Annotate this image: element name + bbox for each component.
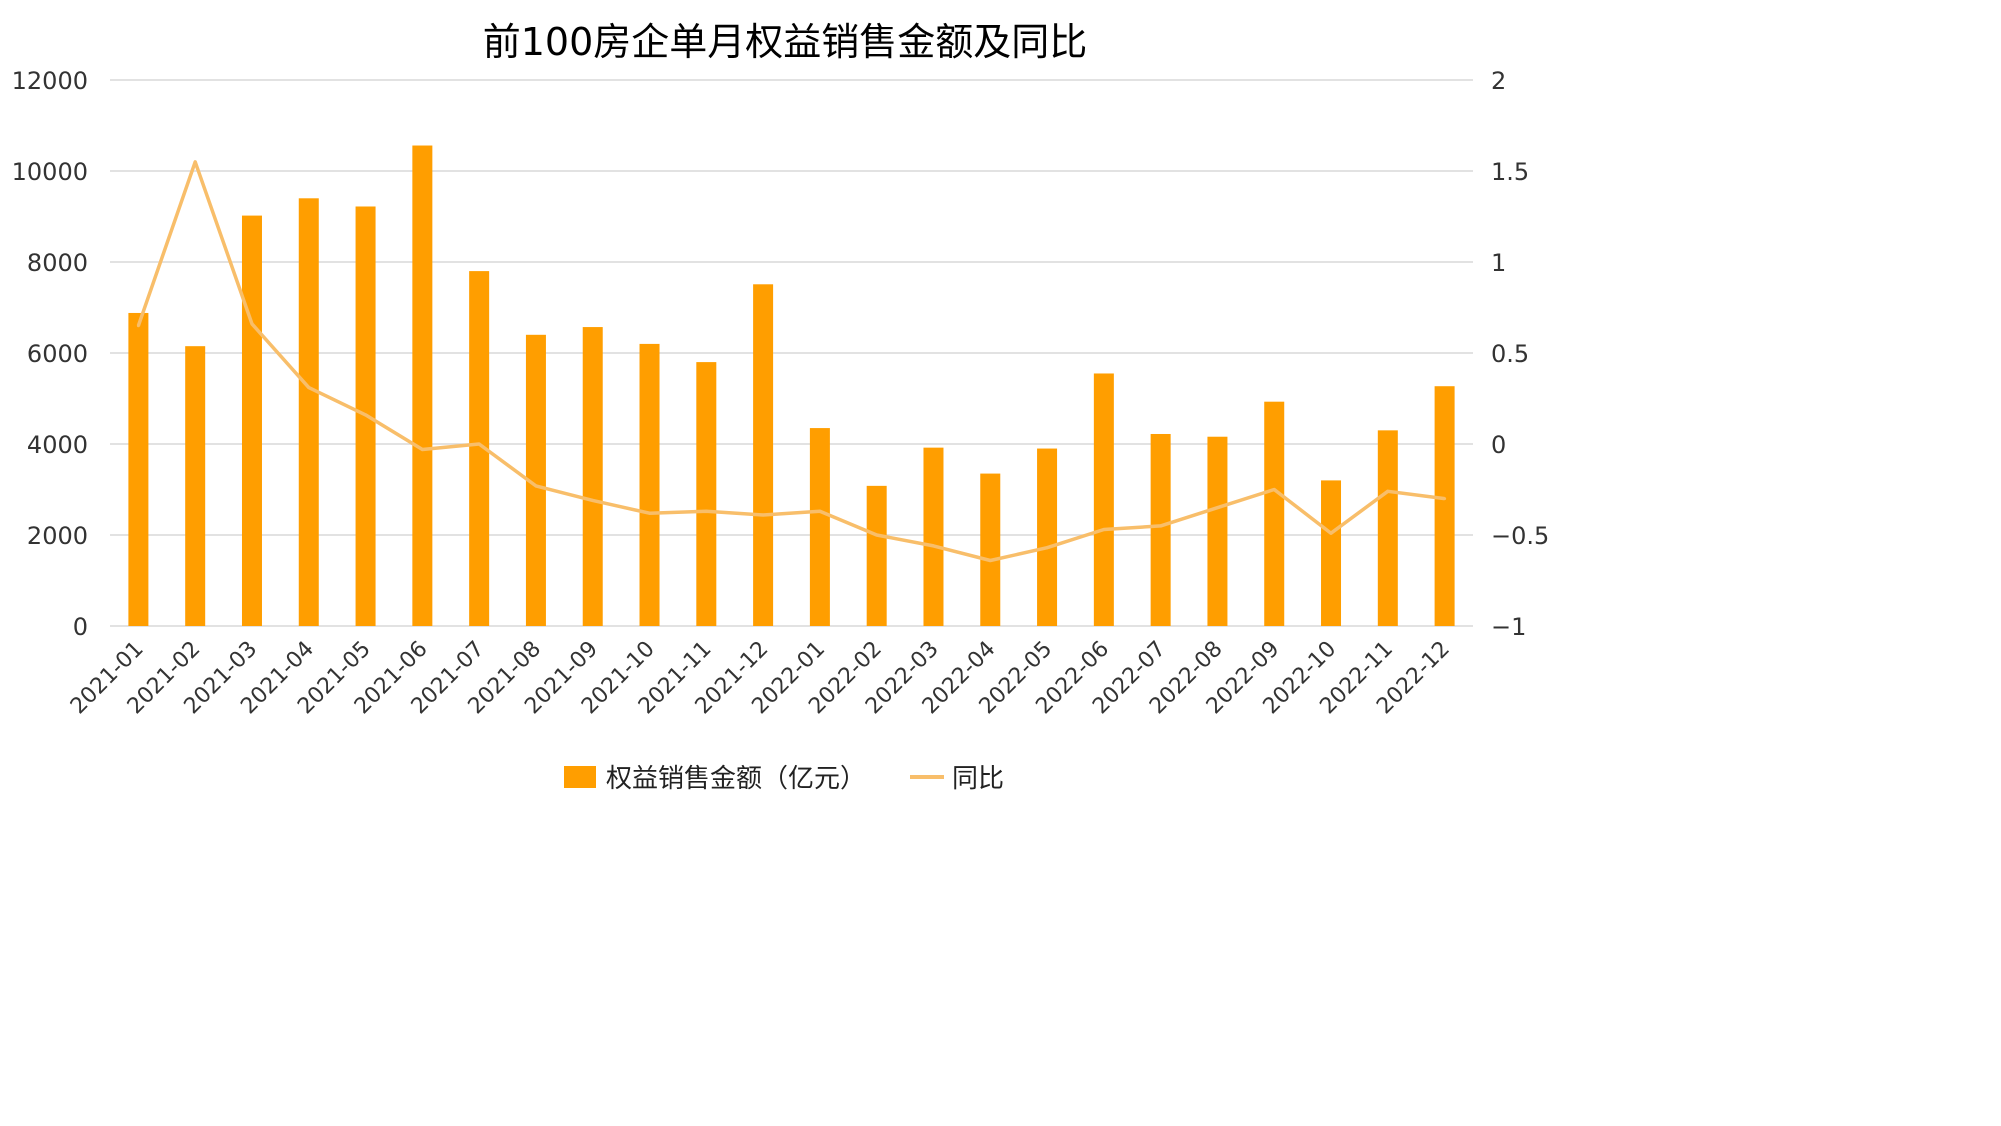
bar-2022-10: [1321, 480, 1342, 626]
x-axis-ticks: 2021-012021-022021-032021-042021-052021-…: [66, 637, 1455, 720]
left-axis-ticks: 0 2000 4000 6000 8000 10000 12000: [12, 67, 88, 641]
bar-series: [128, 145, 1455, 627]
bar-2022-04: [980, 473, 1001, 626]
bar-2022-09: [1264, 401, 1285, 626]
bar-2021-04: [298, 198, 319, 627]
bar-2021-10: [639, 343, 660, 626]
line-series: [136, 160, 1447, 563]
gridlines: [110, 79, 1473, 627]
right-tick-label: −1: [1491, 613, 1526, 641]
bar-2021-11: [696, 362, 717, 626]
bar-2022-05: [1037, 448, 1058, 626]
right-tick-label: −0.5: [1491, 522, 1549, 550]
chart: 前100房企单月权益销售金额及同比 0 2000 4000 6000 8000 10000…: [12, 20, 1550, 794]
yoy-point-2021-03: [250, 322, 254, 326]
yoy-point-2022-09: [1272, 488, 1276, 491]
bar-2022-02: [866, 485, 887, 626]
left-tick-label: 6000: [27, 340, 88, 368]
yoy-point-2022-07: [1159, 524, 1163, 528]
yoy-point-2022-04: [988, 558, 992, 562]
bar-2021-07: [469, 271, 490, 626]
yoy-point-2022-01: [818, 509, 822, 513]
yoy-point-2021-11: [704, 509, 708, 513]
yoy-point-2022-02: [875, 533, 879, 537]
bar-2022-03: [923, 447, 944, 626]
yoy-point-2022-05: [1045, 546, 1049, 550]
yoy-point-2021-02: [193, 160, 197, 164]
bar-2021-03: [241, 215, 262, 626]
bar-2021-01: [128, 312, 149, 626]
legend: 权益销售金额（亿元） 同比: [564, 764, 1004, 794]
right-tick-label: 0: [1491, 431, 1506, 459]
left-tick-label: 2000: [27, 522, 88, 550]
bar-2022-06: [1093, 373, 1114, 626]
left-tick-label: 0: [73, 613, 88, 641]
yoy-point-2021-09: [591, 498, 595, 502]
bar-2022-01: [809, 428, 830, 626]
bar-2022-07: [1150, 433, 1171, 626]
legend-label-bar: 权益销售金额（亿元）: [606, 764, 866, 794]
right-tick-label: 1: [1491, 249, 1506, 277]
bar-2022-08: [1207, 436, 1228, 626]
legend-swatch-bar: [564, 766, 596, 788]
bar-2021-12: [753, 284, 774, 626]
bar-2021-06: [412, 145, 433, 626]
left-tick-label: 12000: [12, 67, 88, 95]
right-axis-ticks: −1 −0.5 0 0.5 1 1.5 2: [1491, 67, 1549, 641]
yoy-point-2021-04: [307, 386, 311, 390]
yoy-point-2022-11: [1386, 489, 1390, 493]
bar-2022-12: [1434, 386, 1455, 626]
bar-2021-02: [185, 346, 206, 626]
right-tick-label: 2: [1491, 67, 1506, 95]
yoy-point-2022-06: [1102, 528, 1106, 532]
bar-2021-09: [582, 327, 603, 626]
yoy-point-2022-10: [1329, 531, 1333, 535]
yoy-point-2021-07: [477, 442, 481, 446]
bar-2021-08: [525, 334, 546, 626]
left-tick-label: 10000: [12, 158, 88, 186]
legend-label-line: 同比: [952, 764, 1004, 794]
yoy-point-2021-01: [136, 324, 140, 328]
yoy-point-2022-03: [931, 544, 935, 548]
chart-title: 前100房企单月权益销售金额及同比: [483, 20, 1088, 64]
left-tick-label: 4000: [27, 431, 88, 459]
yoy-point-2021-05: [364, 413, 368, 417]
yoy-line: [136, 160, 1445, 563]
yoy-point-2021-08: [534, 484, 538, 488]
yoy-point-2021-10: [648, 511, 652, 515]
right-tick-label: 1.5: [1491, 158, 1529, 186]
yoy-point-2022-08: [1215, 506, 1219, 510]
yoy-point-2021-06: [420, 447, 424, 451]
right-tick-label: 0.5: [1491, 340, 1529, 368]
bar-2022-11: [1377, 430, 1398, 626]
yoy-point-2021-12: [761, 513, 765, 517]
left-tick-label: 8000: [27, 249, 88, 277]
yoy-point-2022-12: [1443, 497, 1447, 501]
